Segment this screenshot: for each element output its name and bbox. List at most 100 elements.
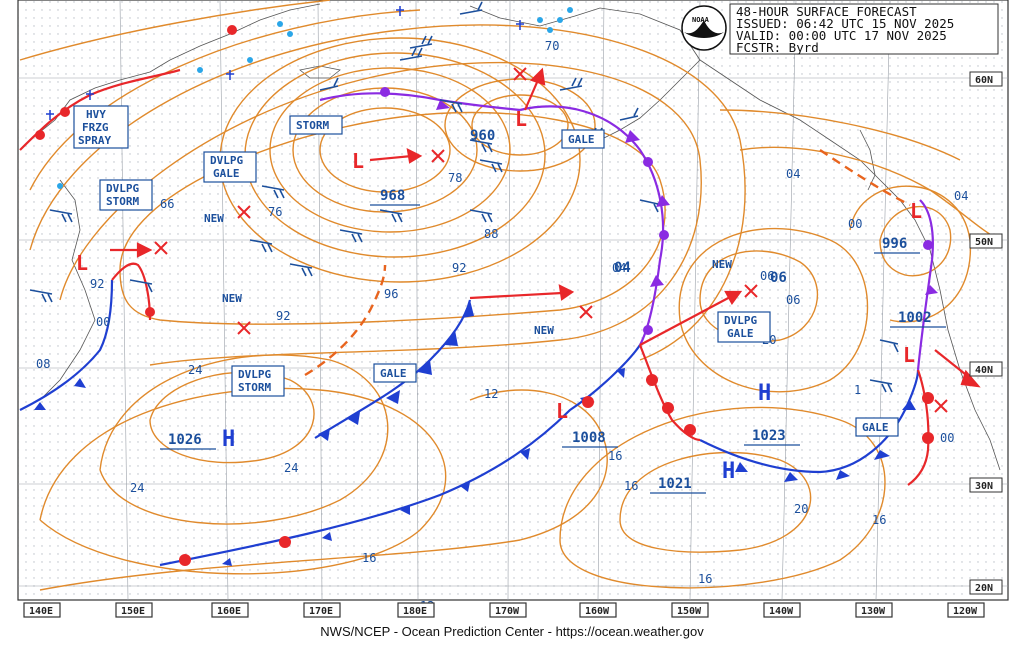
forecast-header: 48-HOUR SURFACE FORECAST ISSUED: 06:42 U… xyxy=(729,3,999,55)
svg-text:DVLPG: DVLPG xyxy=(724,314,757,327)
high-symbol-1023: H xyxy=(758,381,771,406)
svg-text:GALE: GALE xyxy=(862,421,889,434)
header-issued: ISSUED: 06:42 UTC 15 NOV 2025 xyxy=(736,16,954,31)
isobar-06: 06 xyxy=(770,270,787,286)
longitude-labels: 140E 150E 160E 170E 180E 170W 160W 150W … xyxy=(23,602,985,618)
svg-text:150E: 150E xyxy=(121,606,145,617)
svg-text:FRZG: FRZG xyxy=(82,121,109,134)
header-valid: VALID: 00:00 UTC 17 NOV 2025 xyxy=(736,28,947,43)
low-pressure-996: 996 xyxy=(882,236,907,252)
isobar-label: 06 xyxy=(760,269,774,283)
warning-gale-1: GALE xyxy=(373,363,417,383)
svg-text:DVLPG: DVLPG xyxy=(210,154,243,167)
low-symbol: L xyxy=(556,399,568,423)
noaa-logo-text: NOAA xyxy=(692,16,710,24)
high-pressure-1021: 1021 xyxy=(658,476,692,492)
freezing-spray-markers xyxy=(46,6,524,120)
isobar-label: 92 xyxy=(90,277,104,291)
svg-text:GALE: GALE xyxy=(568,133,595,146)
isobar-label: 24 xyxy=(188,363,202,377)
svg-text:30N: 30N xyxy=(975,481,993,492)
isobar-label: 16 xyxy=(608,449,622,463)
isobar-label: 04 xyxy=(954,189,968,203)
warning-storm: STORM xyxy=(289,115,343,135)
svg-text:50N: 50N xyxy=(975,237,993,248)
isobar-04: 04 xyxy=(614,260,631,276)
svg-text:HVY: HVY xyxy=(86,108,106,121)
svg-text:20N: 20N xyxy=(975,583,993,594)
isobar-label: 16 xyxy=(872,513,886,527)
low-pressure-960: 960 xyxy=(470,128,495,144)
map-canvas: L L L L L L H H H xyxy=(17,0,1009,618)
isobar-label: 1 xyxy=(854,383,861,397)
sea-ice-markers xyxy=(57,7,573,189)
high-symbol-1021: H xyxy=(722,459,735,484)
isobar-label: 08 xyxy=(36,357,50,371)
header-forecaster: FCSTR: Byrd xyxy=(736,40,819,55)
noaa-logo: NOAA xyxy=(681,5,727,51)
low-pressure-968: 968 xyxy=(380,188,405,204)
isobars xyxy=(19,0,1001,591)
svg-text:SPRAY: SPRAY xyxy=(78,134,111,147)
isobar-label: 20 xyxy=(794,502,808,516)
warning-dvlpg-gale-1: DVLPG GALE xyxy=(203,151,257,183)
isobar-label: 92 xyxy=(452,261,466,275)
low-symbols: L L L L L L xyxy=(76,107,922,423)
svg-text:140E: 140E xyxy=(29,606,53,617)
high-pressure-1023: 1023 xyxy=(752,428,786,444)
source-footer: NWS/NCEP - Ocean Prediction Center - htt… xyxy=(320,624,704,639)
new-label: NEW xyxy=(534,324,554,337)
lat-lon-grid xyxy=(18,0,1008,601)
svg-text:STORM: STORM xyxy=(296,119,329,132)
cold-front-pips xyxy=(34,300,916,566)
svg-text:120W: 120W xyxy=(953,606,978,617)
warning-gale-3: GALE xyxy=(855,417,899,437)
svg-text:160E: 160E xyxy=(217,606,241,617)
isobar-label: 00 xyxy=(96,315,110,329)
low-symbol: L xyxy=(910,199,922,223)
isobar-label: 16 xyxy=(698,572,712,586)
low-symbol: L xyxy=(903,343,915,367)
warning-gale-2: GALE xyxy=(561,129,605,149)
warm-front-pips xyxy=(35,25,934,566)
map-border xyxy=(17,0,1009,601)
svg-text:170E: 170E xyxy=(309,606,333,617)
header-title: 48-HOUR SURFACE FORECAST xyxy=(736,4,917,19)
isobar-label: 00 xyxy=(940,431,954,445)
isobar-label: 16 xyxy=(362,551,376,565)
coastlines xyxy=(29,3,1001,471)
svg-text:DVLPG: DVLPG xyxy=(238,368,271,381)
low-pressure-1008: 1008 xyxy=(572,430,606,446)
wind-barbs xyxy=(29,1,899,393)
new-labels: NEW NEW NEW NEW xyxy=(204,212,732,337)
troughs xyxy=(304,149,911,377)
svg-text:STORM: STORM xyxy=(106,195,139,208)
high-symbol-1026: H xyxy=(222,427,235,452)
new-label: NEW xyxy=(222,292,242,305)
isobar-label: 78 xyxy=(448,171,462,185)
isobar-labels: 70 78 76 66 88 92 96 92 92 00 08 24 24 2… xyxy=(36,39,968,613)
new-label: NEW xyxy=(712,258,732,271)
isobar-label: 76 xyxy=(268,205,282,219)
isobar-label: 24 xyxy=(284,461,298,475)
isobar-label: 24 xyxy=(130,481,144,495)
isobar-label: 04 xyxy=(612,261,626,275)
isobar-label: 66 xyxy=(160,197,174,211)
svg-text:180E: 180E xyxy=(403,606,427,617)
svg-text:170W: 170W xyxy=(495,606,520,617)
isobar-label: 12 xyxy=(484,387,498,401)
low-symbol: L xyxy=(76,251,88,275)
isobar-label: 96 xyxy=(384,287,398,301)
pressure-labels: 968 960 1008 996 1002 1026 1023 1021 04 … xyxy=(160,128,946,494)
forecast-positions xyxy=(154,67,948,413)
map-background xyxy=(18,0,1008,600)
warning-hvy-frzg-spray: HVY FRZG SPRAY xyxy=(73,105,129,149)
high-pressure-1026: 1026 xyxy=(168,432,202,448)
isobar-label: 06 xyxy=(786,293,800,307)
new-label: NEW xyxy=(204,212,224,225)
storm-tracks xyxy=(110,67,981,388)
svg-text:GALE: GALE xyxy=(727,327,754,340)
warning-dvlpg-gale-2: DVLPG GALE xyxy=(717,311,771,343)
svg-text:140W: 140W xyxy=(769,606,794,617)
